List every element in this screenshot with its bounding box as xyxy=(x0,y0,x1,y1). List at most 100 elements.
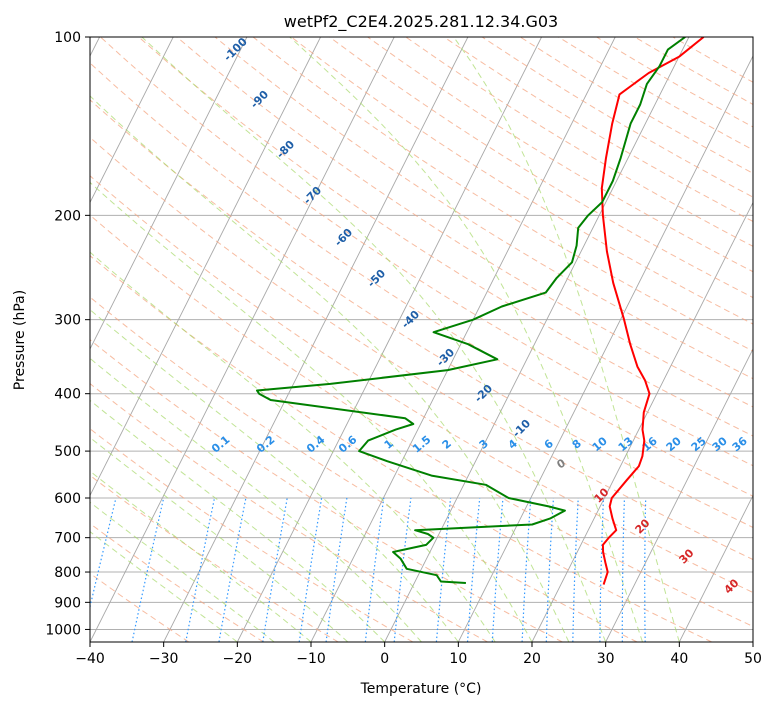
moist-adiabat-line xyxy=(141,37,607,642)
mixing-ratio-line xyxy=(572,497,579,642)
moist-adiabat-line xyxy=(90,436,349,642)
dry-adiabat-line xyxy=(90,296,638,642)
temperature-profile-line xyxy=(600,37,705,585)
isotherm-line xyxy=(531,201,753,642)
y-tick-label: 600 xyxy=(54,491,81,507)
x-tick-label: 40 xyxy=(670,651,688,667)
moist-adiabat-line xyxy=(90,470,312,642)
background-line-label: -60 xyxy=(332,226,355,249)
isotherm-line xyxy=(163,37,469,642)
dry-adiabat-line xyxy=(90,522,264,642)
dry-adiabat-line xyxy=(90,572,190,642)
dry-adiabat-line xyxy=(90,175,753,594)
background-line-label: 3 xyxy=(477,437,491,452)
mixing-ratio-line xyxy=(90,497,117,610)
y-axis-label: Pressure (hPa) xyxy=(12,290,28,390)
dry-adiabat-line xyxy=(214,37,753,380)
dry-adiabat-line xyxy=(634,37,753,105)
dry-adiabat-line xyxy=(90,474,339,642)
isotherm-line xyxy=(236,37,542,642)
moist-adiabat-line xyxy=(90,95,570,642)
moist-adiabat-line xyxy=(453,37,680,642)
chart-title: wetPf2_C2E4.2025.281.12.34.G03 xyxy=(284,12,558,32)
dry-adiabat-line xyxy=(100,37,753,467)
background-line-label: -20 xyxy=(472,382,495,405)
x-tick-label: 0 xyxy=(380,651,389,667)
moist-adiabat-line xyxy=(90,309,459,642)
background-line-label: -10 xyxy=(510,417,533,440)
y-tick-label: 200 xyxy=(54,208,81,224)
moist-adiabat-line xyxy=(90,531,238,642)
dry-adiabat-line xyxy=(519,37,753,174)
moist-adiabat-line xyxy=(289,37,643,642)
x-tick-label: −40 xyxy=(75,651,105,667)
moist-adiabat-line xyxy=(90,251,496,642)
dry-adiabat-line xyxy=(90,428,414,642)
x-tick-label: −10 xyxy=(296,651,326,667)
dry-adiabat-line xyxy=(558,37,753,151)
isotherm-line xyxy=(90,37,248,351)
mixing-ratio-line xyxy=(521,497,532,642)
y-tick-label: 700 xyxy=(54,531,81,547)
isotherm-line xyxy=(752,640,753,642)
dewpoint-profile-line xyxy=(256,37,686,584)
mixing-ratio-line xyxy=(325,497,348,642)
y-tick-label: 800 xyxy=(54,565,81,581)
background-line-label: -30 xyxy=(434,346,457,369)
dry-adiabat-line xyxy=(138,37,753,437)
mixing-ratio-line xyxy=(599,497,605,642)
y-tick-label: 1000 xyxy=(45,622,81,638)
isotherm-line xyxy=(605,348,753,642)
isotherm-line xyxy=(384,37,690,642)
background-line-label: 8 xyxy=(570,437,584,452)
background-line-label: -40 xyxy=(399,308,422,331)
background-line-label: 0.4 xyxy=(304,433,328,456)
x-tick-label: −20 xyxy=(223,651,253,667)
background-line-label: 1.5 xyxy=(410,433,433,455)
x-tick-label: 10 xyxy=(449,651,467,667)
x-tick-label: −30 xyxy=(149,651,179,667)
y-tick-label: 400 xyxy=(54,387,81,403)
y-tick-label: 100 xyxy=(54,30,81,46)
y-axis: 100 200 300 400 500 600 700 800 900 1000 xyxy=(45,30,90,638)
dry-adiabat-line xyxy=(90,62,753,497)
dry-adiabat-line xyxy=(90,214,753,628)
dry-adiabat-line xyxy=(90,382,488,642)
x-axis-label: Temperature (°C) xyxy=(360,681,482,697)
dry-adiabat-line xyxy=(90,99,753,528)
y-tick-label: 500 xyxy=(54,444,81,460)
mixing-ratio-line xyxy=(131,497,165,642)
moist-adiabat-line xyxy=(90,357,422,642)
x-tick-label: 50 xyxy=(744,651,762,667)
isotherm-line xyxy=(90,37,395,642)
background-line-label: 10 xyxy=(592,485,612,505)
plot-frame xyxy=(89,36,754,643)
moist-adiabat-line xyxy=(90,501,275,642)
mixing-ratio-line xyxy=(621,497,625,642)
moist-adiabat-line xyxy=(90,399,386,642)
y-tick-label: 300 xyxy=(54,313,81,329)
dry-adiabat-line xyxy=(290,37,753,325)
background-line-label: 0.2 xyxy=(254,433,277,455)
moist-adiabat-line xyxy=(90,181,533,642)
y-tick-label: 900 xyxy=(54,595,81,611)
background-line-label: 0.6 xyxy=(336,433,360,456)
background-line-label: 1 xyxy=(382,437,396,452)
mixing-ratio-line xyxy=(491,497,504,642)
background-line-label: -70 xyxy=(301,184,324,207)
mixing-ratio-line xyxy=(185,497,216,642)
background-line-label: -50 xyxy=(365,267,388,290)
dry-adiabat-line xyxy=(90,136,753,561)
isotherm-line xyxy=(90,37,321,497)
background-line-label: -90 xyxy=(248,88,271,111)
background-line-label: 6 xyxy=(542,437,556,452)
background-line-label: 20 xyxy=(633,516,653,536)
mixing-ratio-line xyxy=(262,497,288,642)
dry-adiabat-line xyxy=(90,255,712,642)
dry-adiabat-line xyxy=(252,37,753,352)
isotherm-line xyxy=(90,37,174,204)
x-axis: −40 −30 −20 −10 0 10 20 30 40 50 xyxy=(75,642,762,667)
isotherm-line xyxy=(457,55,753,642)
x-tick-label: 30 xyxy=(597,651,615,667)
